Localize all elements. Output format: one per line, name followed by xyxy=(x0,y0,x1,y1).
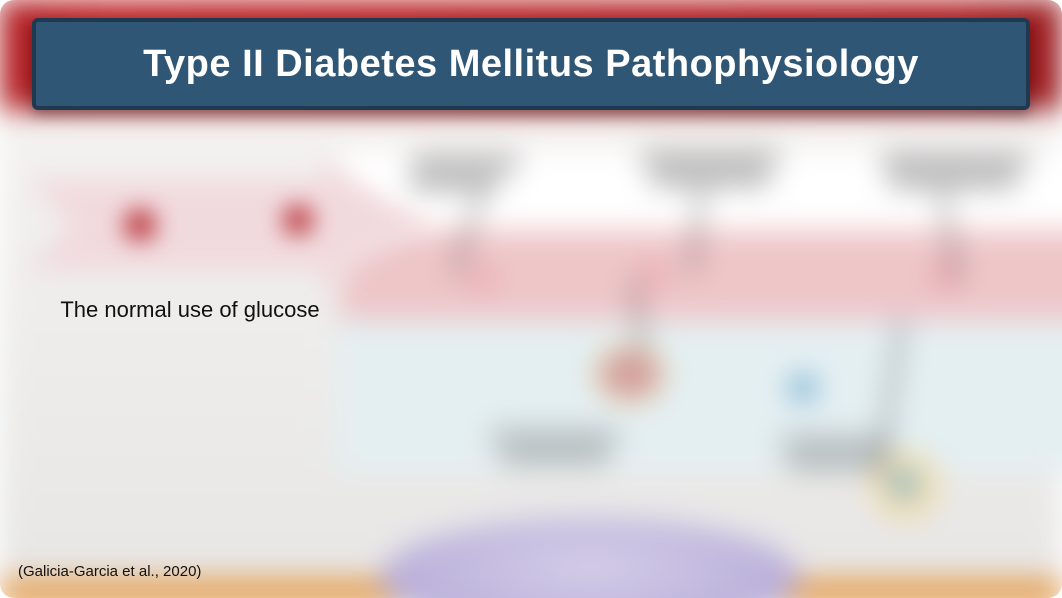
subtitle: The normal use of glucose xyxy=(40,296,340,324)
citation: (Galicia-Garcia et al., 2020) xyxy=(18,563,201,580)
page-title: Type II Diabetes Mellitus Pathophysiolog… xyxy=(143,43,919,86)
flow-arrow xyxy=(30,160,430,290)
slide-frame: Type II Diabetes Mellitus Pathophysiolog… xyxy=(0,0,1062,598)
title-box: Type II Diabetes Mellitus Pathophysiolog… xyxy=(32,18,1030,110)
